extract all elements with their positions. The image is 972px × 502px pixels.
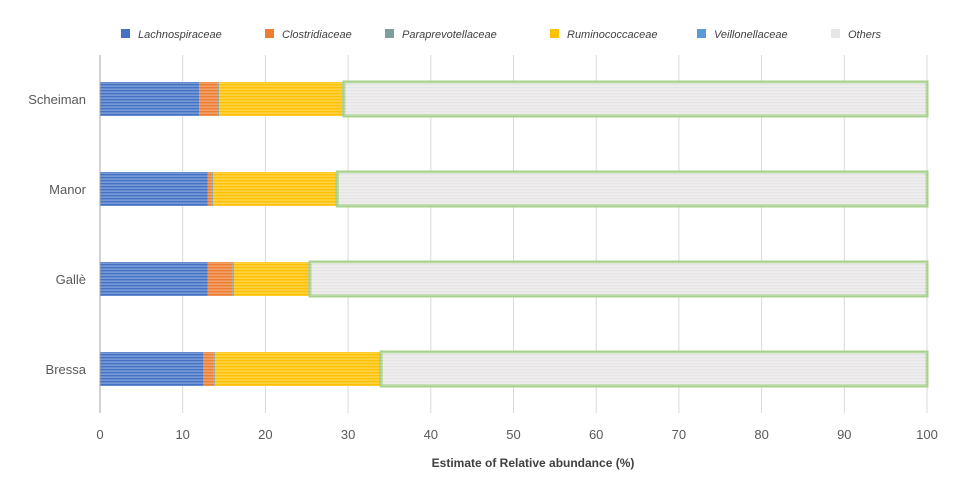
bar-bressa-paraprevotellaceae-texture [213,352,215,386]
bar-galle-lachnospiraceae-texture [100,262,208,296]
bar-bressa-ruminococcaceae-texture [214,352,380,386]
legend-label-clostridiaceae: Clostridiaceae [282,29,352,41]
x-tick-label-40: 40 [424,427,438,442]
axis: 0 10 20 30 40 50 60 70 80 90 100 Scheiman Manor Gallè… [28,55,938,442]
legend-label-lachnospiraceae: Lachnospiraceae [138,29,222,41]
x-tick-label-20: 20 [258,427,272,442]
bar-manor-others-texture [337,172,927,206]
x-tick-label-90: 90 [837,427,851,442]
legend-swatch-paraprevotellaceae [385,29,394,38]
bar-manor-paraprevotellaceae-texture [211,172,214,206]
bar-scheiman-ruminococcaceae-texture [219,82,343,116]
legend-swatch-clostridiaceae [265,29,274,38]
legend-swatch-ruminococcaceae [550,29,559,38]
x-tick-label-70: 70 [672,427,686,442]
bar-bressa-clostridiaceae-texture [203,352,214,386]
bar-galle-paraprevotellaceae-texture [232,262,234,296]
bar-scheiman-others-texture [343,82,928,116]
bar-galle-ruminococcaceae-texture [233,262,309,296]
bar-manor-ruminococcaceae-texture [213,172,336,206]
legend-label-others: Others [848,29,882,41]
bar-scheiman-paraprevotellaceae-texture [217,82,220,116]
bar-manor-lachnospiraceae-texture [100,172,208,206]
bar-galle-others-texture [310,262,928,296]
y-tick-label-manor: Manor [49,182,87,197]
bar-scheiman-lachnospiraceae-texture [100,82,200,116]
bar-scheiman-clostridiaceae-texture [199,82,218,116]
legend-swatch-lachnospiraceae [121,29,130,38]
legend: Lachnospiraceae Clostridiaceae Paraprevote… [121,29,882,41]
bar-bressa-others-texture [381,352,927,386]
x-tick-label-60: 60 [589,427,603,442]
bar-manor-clostridiaceae-texture [207,172,212,206]
legend-label-paraprevotellaceae: Paraprevotellaceae [402,29,497,41]
legend-swatch-others [831,29,840,38]
x-tick-label-50: 50 [506,427,520,442]
bar-galle-clostridiaceae-texture [207,262,233,296]
x-tick-label-30: 30 [341,427,355,442]
y-tick-label-scheiman: Scheiman [28,92,86,107]
bar-bressa-lachnospiraceae-texture [100,352,204,386]
legend-swatch-veillonellaceae [697,29,706,38]
legend-label-ruminococcaceae: Ruminococcaceae [567,29,658,41]
bars [100,80,929,388]
legend-label-veillonellaceae: Veillonellaceae [714,29,788,41]
x-axis-label: Estimate of Relative abundance (%) [432,456,635,470]
y-tick-label-galle: Gallè [56,272,86,287]
x-tick-label-0: 0 [96,427,103,442]
x-tick-label-10: 10 [175,427,189,442]
y-tick-label-bressa: Bressa [46,362,87,377]
x-tick-label-80: 80 [754,427,768,442]
x-tick-label-100: 100 [916,427,938,442]
